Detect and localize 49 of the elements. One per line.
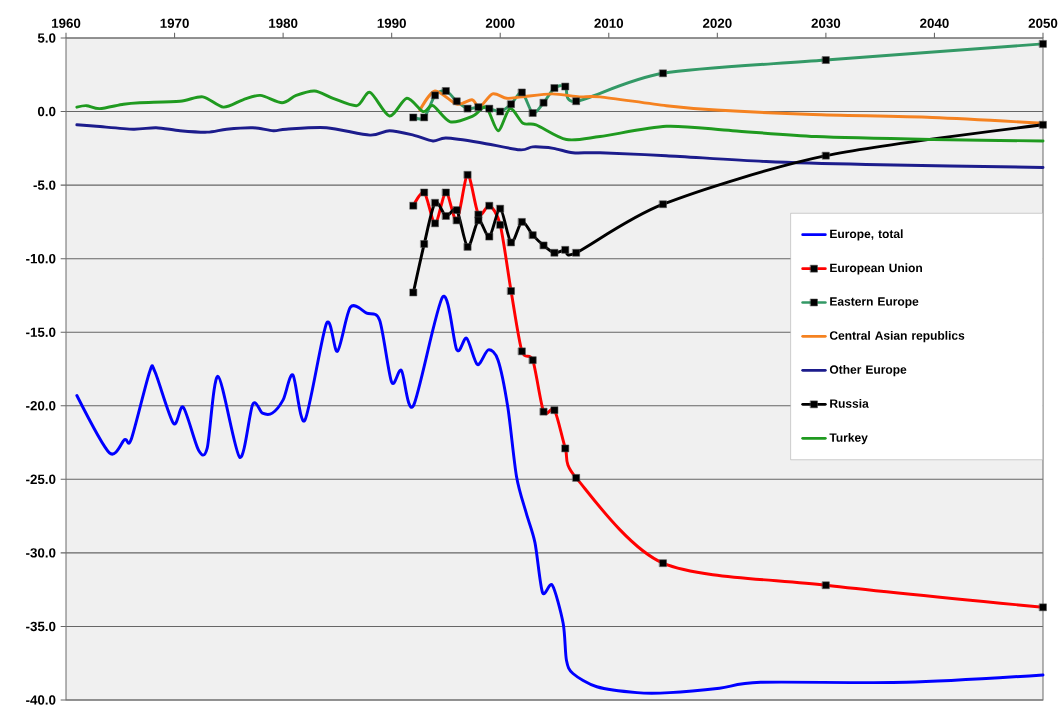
point (409, 288, 418, 297)
x-tick-label: 2050 (1028, 18, 1058, 28)
point (561, 246, 570, 254)
x-tick-label: 1980 (269, 18, 298, 28)
legend-label: European Union (830, 263, 922, 275)
point (659, 200, 667, 208)
point (474, 216, 483, 225)
legend-label: Europe, total (830, 229, 903, 241)
line-series (75, 123, 1045, 169)
point (420, 240, 428, 248)
point (507, 238, 515, 247)
point (431, 198, 439, 207)
y-tick-label: -40.0 (26, 695, 56, 705)
point (518, 218, 526, 226)
y-tick-label: -15.0 (26, 327, 56, 337)
y-tick-label: -5.0 (33, 180, 56, 190)
point (496, 204, 504, 213)
point (550, 248, 559, 257)
point (453, 206, 461, 214)
legend-label: Other Europe (829, 364, 907, 377)
point (485, 232, 494, 241)
line-series (75, 295, 1045, 695)
y-tick-label: -30.0 (26, 548, 56, 558)
legend-label: Turkey (829, 432, 868, 445)
x-tick-label: 1970 (160, 18, 189, 28)
point (572, 248, 580, 257)
point (442, 212, 450, 220)
y-tick-label: -10.0 (26, 253, 56, 264)
legend-label: Russia (830, 398, 869, 408)
line-series (75, 89, 1045, 143)
legend-label: Central Asian republics (829, 330, 965, 343)
x-tick-label: 2020 (702, 18, 732, 28)
legend-label: Eastern Europe (830, 297, 919, 309)
y-tick-label: -35.0 (26, 621, 56, 632)
y-tick-label: -25.0 (26, 474, 56, 484)
x-tick-label: 2000 (485, 18, 515, 28)
point (539, 241, 548, 250)
x-tick-label: 2040 (920, 18, 949, 28)
y-tick-label: 5.0 (37, 33, 56, 43)
x-tick-label: 2030 (811, 18, 841, 28)
x-tick-label: 1990 (377, 18, 406, 28)
point (1039, 120, 1047, 129)
x-tick-label: 2010 (594, 18, 624, 28)
point (529, 231, 537, 239)
y-tick-label: 0.0 (37, 106, 56, 117)
point (463, 243, 472, 251)
point (822, 151, 830, 160)
y-tick-label: -20.0 (26, 400, 56, 411)
x-tick-label: 1960 (52, 18, 81, 28)
